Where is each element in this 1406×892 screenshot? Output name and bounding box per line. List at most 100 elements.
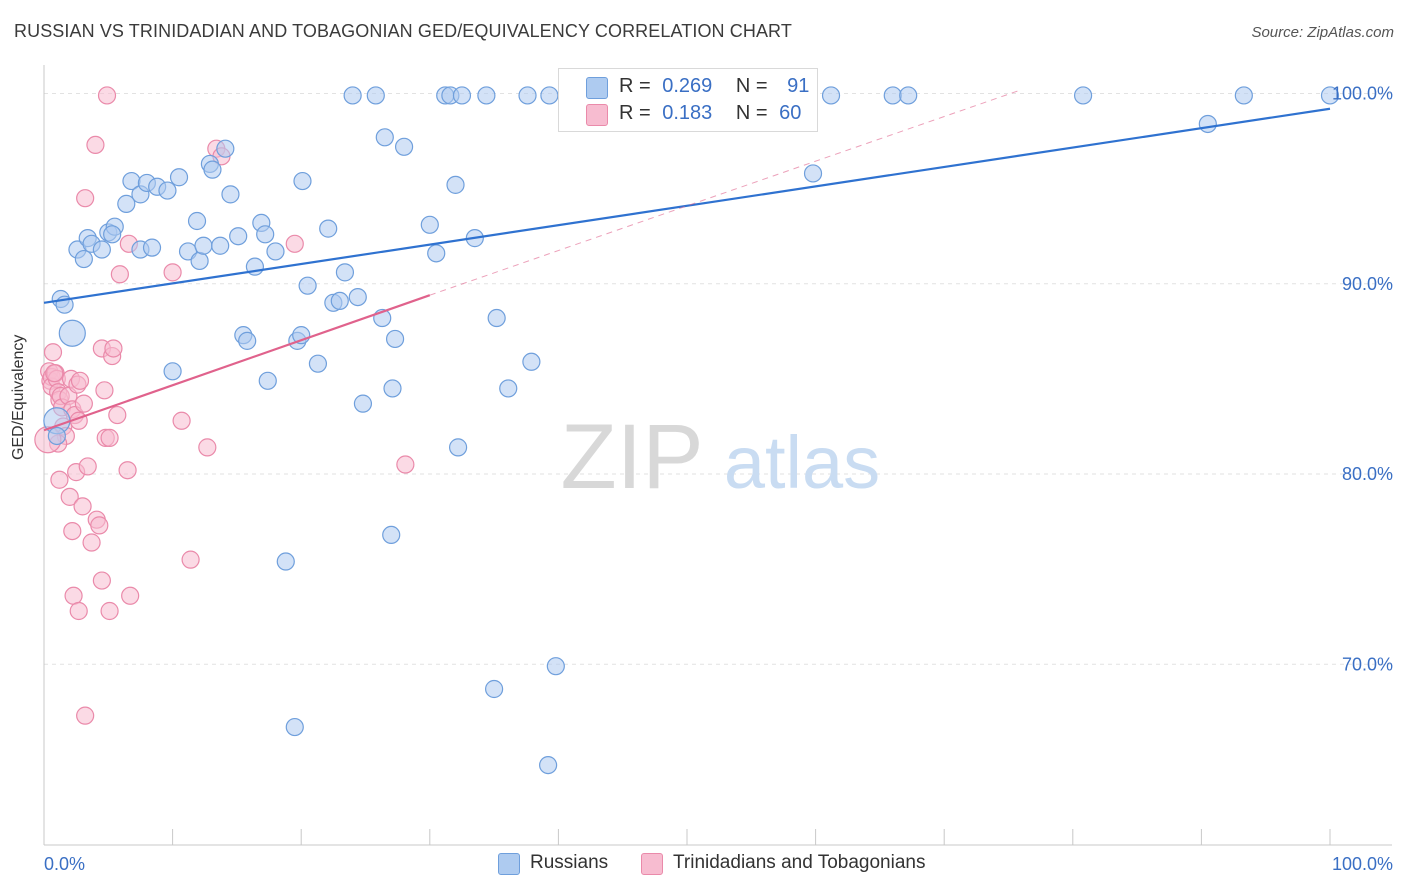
russian-point[interactable] bbox=[487, 308, 506, 328]
russian-point[interactable] bbox=[256, 225, 275, 244]
russian-point[interactable] bbox=[382, 525, 401, 545]
russian-point[interactable] bbox=[330, 291, 349, 311]
russian-point[interactable] bbox=[285, 717, 304, 737]
russian-point[interactable] bbox=[163, 362, 182, 381]
russian-point[interactable] bbox=[158, 181, 177, 200]
russian-point[interactable] bbox=[383, 379, 402, 398]
russian-point[interactable] bbox=[169, 168, 189, 187]
russian-point[interactable] bbox=[343, 86, 362, 105]
russian-point[interactable] bbox=[142, 238, 162, 257]
russian-point[interactable] bbox=[518, 86, 537, 105]
trinidadian-point[interactable] bbox=[60, 487, 79, 506]
russian-point[interactable] bbox=[353, 394, 373, 413]
trinidadian-point[interactable] bbox=[285, 234, 304, 253]
russian-point[interactable] bbox=[375, 128, 394, 147]
trinidadian-point[interactable] bbox=[100, 428, 119, 447]
russian-point[interactable] bbox=[477, 86, 496, 105]
russian-point[interactable] bbox=[420, 215, 439, 234]
trinidadian-point[interactable] bbox=[76, 189, 95, 208]
russian-point[interactable] bbox=[319, 219, 338, 238]
legend-r-label: R = bbox=[619, 102, 651, 124]
russian-point[interactable] bbox=[258, 371, 277, 390]
russian-point[interactable] bbox=[348, 287, 367, 307]
russian-point[interactable] bbox=[366, 86, 385, 105]
trinidadian-point[interactable] bbox=[181, 550, 200, 569]
russian-point[interactable] bbox=[499, 379, 518, 398]
russian-point[interactable] bbox=[1073, 86, 1093, 105]
russian-point[interactable] bbox=[427, 244, 446, 263]
russian-point[interactable] bbox=[1320, 86, 1340, 105]
trinidadian-point[interactable] bbox=[121, 586, 140, 605]
russian-point[interactable] bbox=[385, 329, 405, 349]
russian-point[interactable] bbox=[229, 227, 248, 246]
russian-point[interactable] bbox=[308, 354, 328, 373]
trinidadian-point[interactable] bbox=[45, 364, 64, 383]
trinidadians-trend-line bbox=[43, 294, 431, 432]
russian-point[interactable] bbox=[58, 319, 86, 347]
watermark-atlas: atlas bbox=[724, 421, 880, 504]
trinidadian-point[interactable] bbox=[63, 521, 82, 541]
russian-point[interactable] bbox=[92, 240, 111, 259]
russian-point[interactable] bbox=[522, 352, 541, 371]
trinidadian-point[interactable] bbox=[70, 371, 90, 390]
russian-point[interactable] bbox=[74, 249, 93, 269]
russian-point[interactable] bbox=[821, 86, 841, 105]
russian-point[interactable] bbox=[190, 251, 209, 271]
trinidadian-point[interactable] bbox=[396, 455, 415, 474]
tick-labels: 0.0% 100.0% 100.0% 90.0% 80.0% 70.0% bbox=[44, 84, 1393, 874]
trinidadian-point[interactable] bbox=[50, 470, 69, 489]
russian-point[interactable] bbox=[448, 438, 468, 457]
legend-label-trinidadians: Trinidadians and Tobagonians bbox=[673, 852, 926, 873]
trinidadian-point[interactable] bbox=[76, 706, 95, 725]
russian-point[interactable] bbox=[540, 86, 559, 105]
russian-point[interactable] bbox=[221, 185, 240, 204]
trinidadian-point[interactable] bbox=[104, 339, 123, 358]
russian-point[interactable] bbox=[194, 236, 213, 255]
watermark-zip: ZIP bbox=[560, 406, 703, 508]
trinidadian-point[interactable] bbox=[110, 265, 129, 284]
russian-point[interactable] bbox=[203, 160, 222, 179]
trinidadian-point[interactable] bbox=[64, 586, 83, 605]
russian-point[interactable] bbox=[1234, 86, 1253, 105]
trinidadian-point[interactable] bbox=[69, 601, 88, 621]
trinidadian-point[interactable] bbox=[118, 461, 137, 480]
trinidadian-point[interactable] bbox=[86, 135, 105, 155]
russian-point[interactable] bbox=[187, 211, 207, 231]
russian-point[interactable] bbox=[117, 194, 136, 213]
russian-point[interactable] bbox=[899, 86, 918, 105]
trinidadian-point[interactable] bbox=[198, 438, 217, 457]
russian-point[interactable] bbox=[485, 679, 504, 699]
trinidadian-point[interactable] bbox=[97, 86, 117, 105]
russian-point[interactable] bbox=[47, 426, 66, 446]
russian-point[interactable] bbox=[216, 139, 235, 158]
russian-point[interactable] bbox=[394, 137, 414, 156]
russian-point[interactable] bbox=[293, 171, 312, 191]
trinidadian-point[interactable] bbox=[92, 571, 111, 590]
russian-point[interactable] bbox=[803, 164, 823, 183]
trinidadian-point[interactable] bbox=[82, 533, 101, 552]
russian-point[interactable] bbox=[103, 225, 122, 244]
trinidadian-point[interactable] bbox=[95, 381, 114, 400]
russian-point[interactable] bbox=[452, 86, 472, 105]
russian-point[interactable] bbox=[276, 552, 295, 571]
russian-point[interactable] bbox=[539, 755, 558, 775]
trinidadian-point[interactable] bbox=[78, 457, 97, 476]
trinidadian-point[interactable] bbox=[100, 601, 119, 621]
russian-point[interactable] bbox=[266, 242, 285, 261]
russian-point[interactable] bbox=[238, 331, 257, 350]
trinidadian-point[interactable] bbox=[43, 343, 63, 362]
russian-point[interactable] bbox=[335, 263, 355, 282]
russian-point[interactable] bbox=[546, 657, 565, 676]
trinidadian-point[interactable] bbox=[163, 263, 182, 282]
russian-point[interactable] bbox=[211, 236, 230, 255]
russian-point[interactable] bbox=[883, 86, 902, 105]
russian-point[interactable] bbox=[1198, 114, 1217, 134]
legend-swatch-pink bbox=[586, 104, 608, 126]
trinidadian-point[interactable] bbox=[108, 405, 127, 425]
trinidadian-point[interactable] bbox=[73, 497, 92, 516]
trinidadian-point[interactable] bbox=[74, 394, 93, 413]
trinidadian-point[interactable] bbox=[90, 516, 109, 535]
russian-point[interactable] bbox=[446, 175, 465, 194]
trinidadian-point[interactable] bbox=[172, 411, 191, 430]
russian-point[interactable] bbox=[298, 276, 317, 295]
